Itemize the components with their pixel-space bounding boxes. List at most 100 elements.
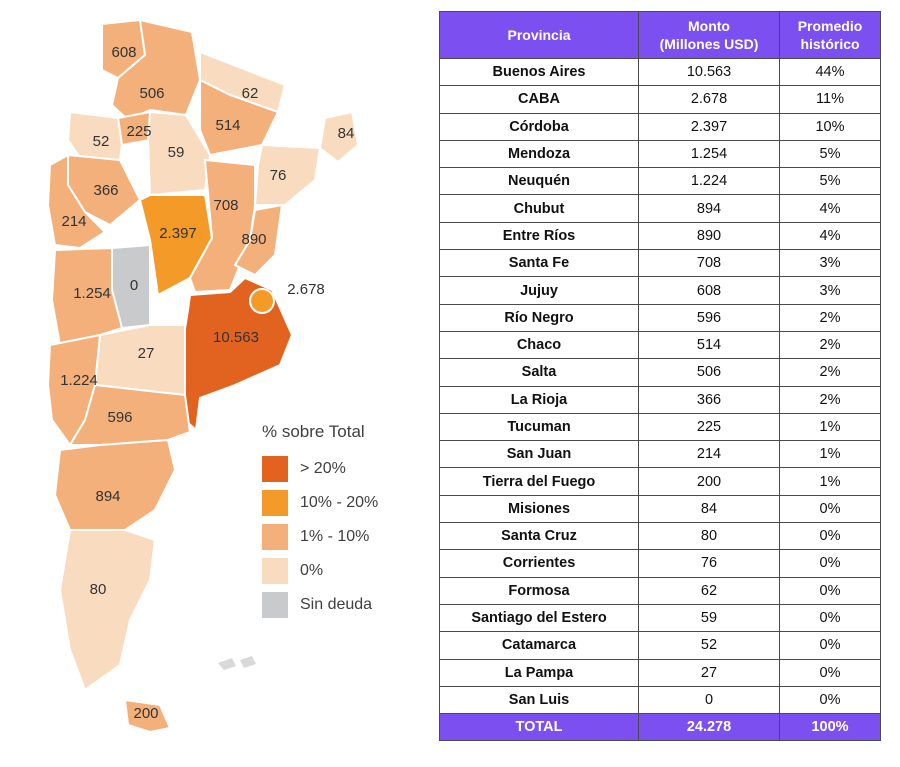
header-provincia: Provincia [439, 11, 639, 59]
cell-provincia: Córdoba [439, 112, 639, 141]
cell-promedio: 0% [779, 522, 881, 551]
province-buenos-aires [178, 276, 294, 433]
cell-provincia: Corrientes [439, 549, 639, 578]
table-row: Chaco 514 2% [439, 330, 881, 360]
cell-monto: 708 [638, 249, 780, 278]
cell-promedio: 3% [779, 249, 881, 278]
table-total-row: TOTAL 24.278 100% [439, 713, 881, 742]
header-provincia-line: Provincia [507, 27, 571, 43]
legend-label: 1% - 10% [300, 528, 370, 545]
province-value-label: 506 [139, 85, 164, 102]
cell-provincia: Mendoza [439, 139, 639, 169]
table-row: Santa Cruz 80 0% [439, 522, 881, 551]
table-row: San Juan 214 1% [439, 440, 881, 469]
total-monto: 24.278 [638, 713, 780, 742]
cell-monto: 80 [638, 522, 780, 551]
cell-provincia: Chaco [439, 330, 639, 360]
legend-label: > 20% [300, 460, 346, 477]
cell-promedio: 1% [779, 412, 881, 442]
province-value-label: 0 [130, 277, 138, 294]
province-value-label: 200 [133, 705, 158, 722]
cell-monto: 62 [638, 576, 780, 605]
header-promedio: Promedio histórico [779, 11, 881, 59]
cell-provincia: Santiago del Estero [439, 603, 639, 633]
cell-monto: 2.678 [638, 85, 780, 114]
province-value-label: 27 [138, 345, 155, 362]
legend-item: Sin deuda [262, 588, 378, 622]
province-mendoza [50, 246, 124, 347]
cell-provincia: San Juan [439, 440, 639, 469]
table-row: Chubut 894 4% [439, 194, 881, 223]
legend-swatch [262, 490, 288, 516]
province-caba [249, 288, 275, 314]
cell-promedio: 10% [779, 112, 881, 141]
cell-monto: 0 [638, 685, 780, 715]
header-monto-line-1: Monto [688, 18, 730, 34]
table-row: Tucuman 225 1% [439, 412, 881, 442]
map-legend: % sobre Total > 20% 10% - 20% 1% - 10% 0% Si… [262, 422, 378, 622]
cell-promedio: 0% [779, 576, 881, 605]
province-tierra-del-fuego [123, 698, 172, 734]
cell-provincia: Tucuman [439, 412, 639, 442]
cell-monto: 890 [638, 221, 780, 251]
province-value-label: 890 [241, 231, 266, 248]
table-row: Entre Ríos 890 4% [439, 221, 881, 251]
province-san-juan [46, 153, 107, 250]
cell-provincia: Santa Fe [439, 249, 639, 278]
province-value-label: 225 [126, 123, 151, 140]
table-row: La Pampa 27 0% [439, 658, 881, 687]
province-value-label: 1.254 [73, 285, 111, 302]
table-row: Formosa 62 0% [439, 576, 881, 605]
legend-swatch [262, 524, 288, 550]
cell-promedio: 0% [779, 631, 881, 660]
cell-promedio: 1% [779, 440, 881, 469]
cell-promedio: 11% [779, 85, 881, 114]
table-row: Neuquén 1.224 5% [439, 167, 881, 196]
cell-provincia: Salta [439, 358, 639, 387]
legend-swatch [262, 456, 288, 482]
cell-provincia: Río Negro [439, 303, 639, 332]
cell-provincia: Santa Cruz [439, 522, 639, 551]
cell-provincia: Misiones [439, 494, 639, 524]
header-monto-line-2: (Millones USD) [659, 36, 759, 52]
cell-promedio: 4% [779, 221, 881, 251]
cell-monto: 225 [638, 412, 780, 442]
province-value-label: 214 [61, 213, 86, 230]
cell-promedio: 2% [779, 385, 881, 414]
province-value-label: 608 [111, 44, 136, 61]
cell-monto: 10.563 [638, 57, 780, 87]
legend-item: 10% - 20% [262, 486, 378, 520]
cell-provincia: Chubut [439, 194, 639, 223]
cell-provincia: Jujuy [439, 276, 639, 305]
province-value-label: 596 [107, 409, 132, 426]
cell-monto: 514 [638, 330, 780, 360]
cell-promedio: 5% [779, 167, 881, 196]
total-label: TOTAL [439, 713, 639, 742]
cell-promedio: 0% [779, 658, 881, 687]
table-row: Corrientes 76 0% [439, 549, 881, 578]
cell-promedio: 4% [779, 194, 881, 223]
debt-table-panel: Provincia Monto (Millones USD) Promedio … [439, 11, 881, 742]
cell-provincia: Neuquén [439, 167, 639, 196]
province-value-label: 80 [90, 581, 107, 598]
province-corrientes [253, 143, 322, 206]
province-entre-ríos [233, 203, 284, 277]
cell-promedio: 0% [779, 494, 881, 524]
table-row: La Rioja 366 2% [439, 385, 881, 414]
legend-item: > 20% [262, 452, 378, 486]
cell-promedio: 0% [779, 549, 881, 578]
table-row: San Luis 0 0% [439, 685, 881, 715]
total-promedio: 100% [779, 713, 881, 742]
table-row: Santa Fe 708 3% [439, 249, 881, 278]
cell-monto: 84 [638, 494, 780, 524]
province-value-label: 894 [95, 488, 120, 505]
province-value-label: 366 [93, 182, 118, 199]
cell-provincia: San Luis [439, 685, 639, 715]
header-monto: Monto (Millones USD) [638, 11, 780, 59]
legend-label: 10% - 20% [300, 494, 379, 511]
legend-label: Sin deuda [300, 596, 373, 613]
province-misiones [318, 110, 360, 164]
cell-provincia: Buenos Aires [439, 57, 639, 87]
cell-provincia: La Pampa [439, 658, 639, 687]
